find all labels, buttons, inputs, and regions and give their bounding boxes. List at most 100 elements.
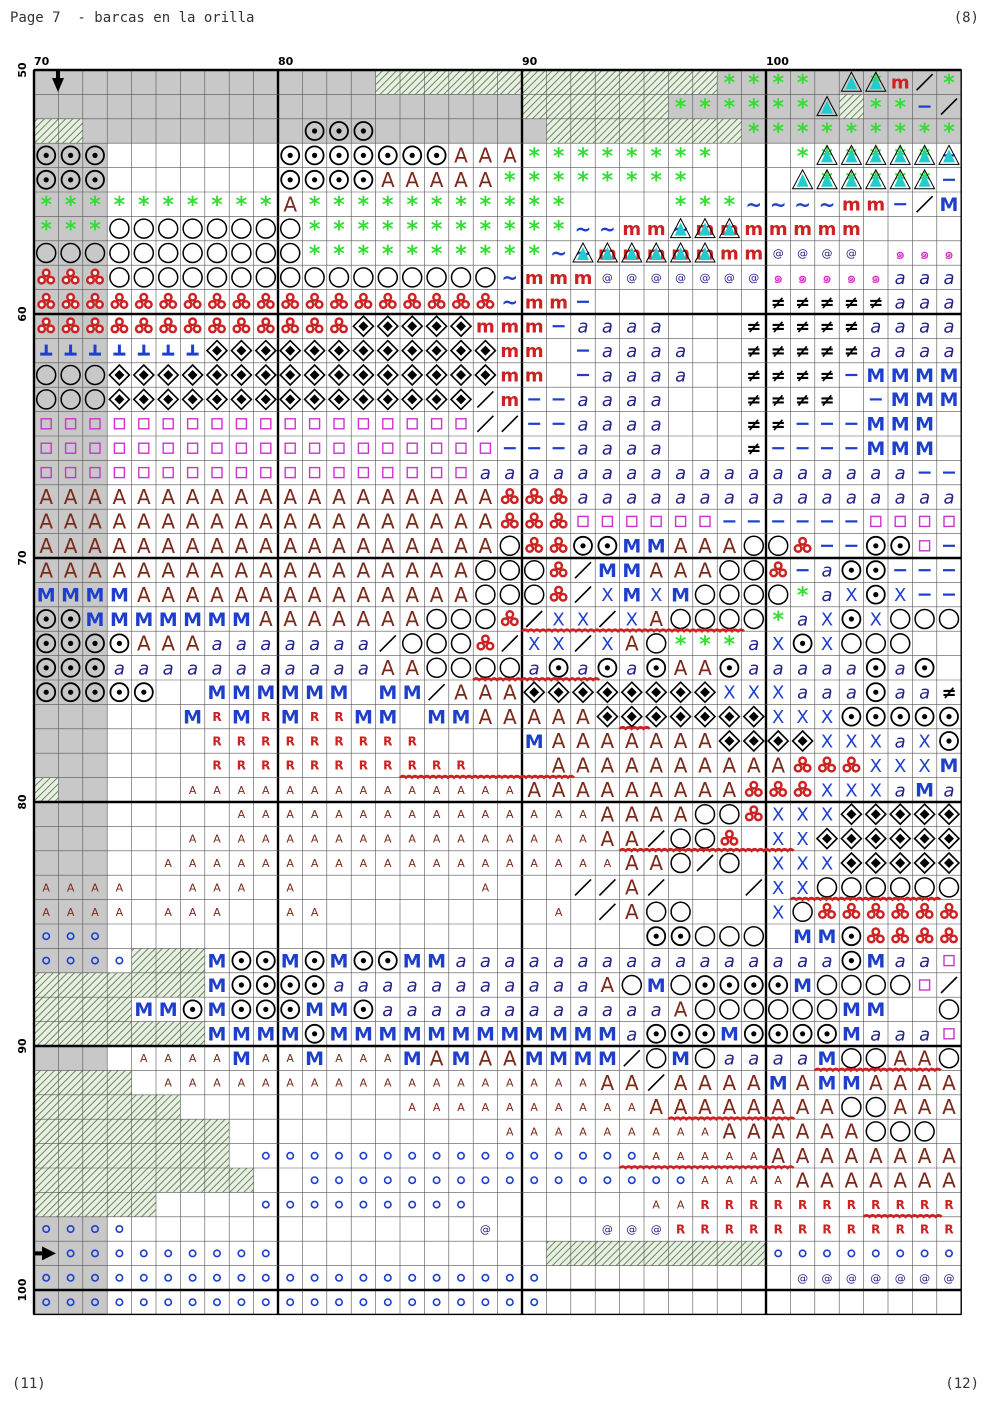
stitch-cell [646,657,667,678]
stitch-cell: R [896,1222,905,1236]
stitch-cell: A [677,1125,685,1138]
svg-text:A: A [576,705,590,729]
stitch-cell: A [723,1120,737,1144]
stitch-cell: * [455,193,467,218]
svg-text:A: A [604,857,612,870]
stitch-cell [204,1119,230,1144]
stitch-cell [230,339,253,362]
stitch-cell: @ [944,1272,955,1285]
stitch-cell: A [113,534,127,558]
stitch-cell: M [232,1024,251,1046]
stitch-cell: A [384,808,392,821]
stitch-cell [280,999,301,1020]
stitch-cell [619,1241,644,1266]
stitch-cell: a [407,975,418,996]
stitch-cell: * [309,218,321,243]
stitch-cell [916,195,934,213]
stitch-cell [938,1047,960,1069]
stitch-cell: A [408,808,416,821]
stitch-cell: M [354,706,373,728]
svg-text:M: M [940,389,959,411]
svg-text:A: A [796,1071,810,1095]
stitch-cell: ≠ [819,365,834,386]
svg-text:R: R [749,1222,758,1236]
svg-text:A: A [579,1101,587,1114]
stitch-cell [64,442,77,454]
stitch-cell: A [360,857,368,870]
stitch-cell [204,1143,230,1168]
stitch-cell: A [113,510,127,534]
svg-text:A: A [747,1120,761,1144]
stitch-cell: m [525,365,544,386]
stitch-cell [304,975,325,995]
svg-text:a: a [919,683,930,704]
svg-text:a: a [895,487,906,508]
stitch-cell: a [748,658,759,679]
stitch-cell [742,729,765,753]
stitch-cell [377,950,398,971]
stitch-cell: A [674,1071,688,1095]
stitch-cell: A [308,534,322,558]
svg-text:A: A [482,881,490,894]
stitch-cell: a [773,463,784,484]
svg-text:M: M [159,609,178,631]
svg-text:A: A [64,534,78,558]
svg-text:a: a [651,414,662,435]
stitch-cell [255,242,277,264]
svg-text:*: * [553,193,565,218]
stitch-cell: A [283,534,297,558]
stitch-cell [58,1021,83,1046]
stitch-cell: A [796,1120,810,1144]
svg-text:X: X [821,731,833,752]
svg-text:*: * [675,632,687,657]
svg-text:A: A [161,583,175,607]
stitch-cell: A [454,485,468,509]
stitch-cell [889,633,911,654]
svg-text:A: A [674,558,688,582]
stitch-cell: A [579,857,587,870]
stitch-cell: A [579,808,587,821]
stitch-cell [110,292,129,309]
stitch-cell [914,608,935,630]
svg-text:a: a [797,951,808,972]
stitch-cell [601,515,614,528]
stitch-cell: a [382,975,393,996]
svg-text:R: R [822,1198,831,1212]
stitch-cell [627,1151,636,1160]
stitch-cell [842,902,861,919]
stitch-cell: ≠ [795,341,810,362]
svg-text:R: R [408,759,417,773]
svg-text:a: a [358,634,369,655]
stitch-cell: A [335,833,343,846]
stitch-cell [840,827,863,850]
svg-text:R: R [944,1222,953,1236]
stitch-cell: R [700,1222,709,1236]
stitch-cell: A [283,558,297,582]
stitch-cell [840,851,863,875]
stitch-cell [793,536,812,553]
stitch-cell [741,1241,766,1266]
svg-text:M: M [378,682,397,704]
stitch-cell [620,681,643,704]
stitch-cell: X [772,878,784,899]
stitch-cell [574,878,592,896]
svg-text:M: M [86,584,105,606]
stitch-cell: A [238,881,246,894]
svg-text:A: A [357,607,371,631]
stitch-cell: a [675,365,686,386]
stitch-cell: ≠ [795,317,810,338]
svg-text:a: a [919,268,930,289]
svg-text:*: * [187,193,199,218]
svg-text:*: * [528,169,540,194]
svg-text:M: M [354,1024,373,1046]
stitch-cell: * [504,218,516,243]
stitch-cell: a [553,463,564,484]
stitch-cell: R [676,1222,685,1236]
svg-text:*: * [724,96,736,121]
stitch-cell: ≠ [746,390,761,411]
stitch-cell [408,1176,417,1185]
svg-text:A: A [332,485,346,509]
svg-text:a: a [651,1000,662,1021]
stitch-cell [310,1176,319,1185]
stitch-cell: A [701,1174,709,1187]
